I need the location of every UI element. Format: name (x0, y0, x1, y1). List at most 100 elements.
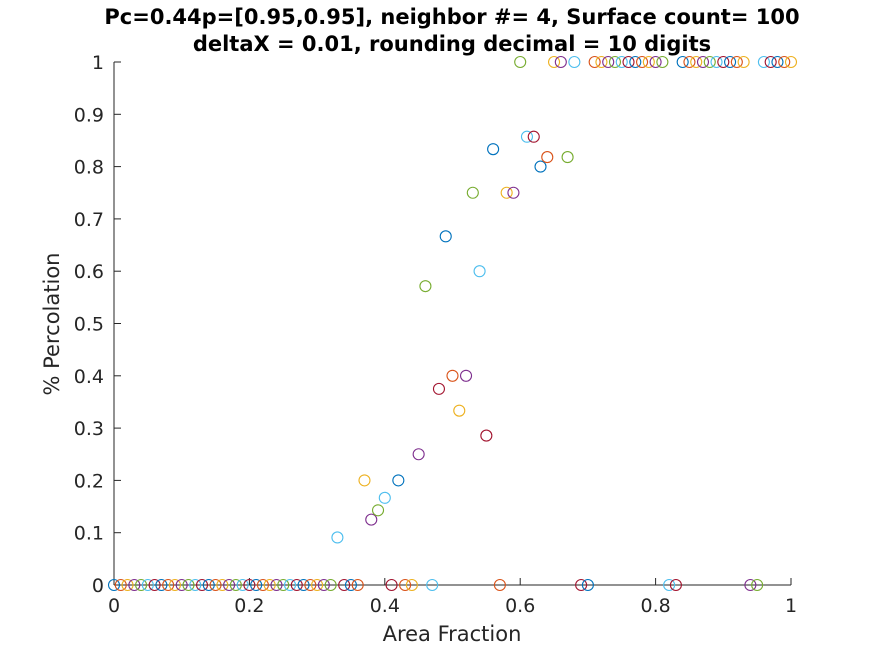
data-point (629, 55, 642, 69)
chart-title-line-1: Pc=0.44p=[0.95,0.95], neighbor #= 4, Sur… (104, 5, 799, 29)
data-point (534, 160, 547, 173)
data-point (419, 280, 432, 293)
plot-axes (113, 62, 791, 586)
data-point (466, 186, 479, 199)
data-point (480, 429, 493, 442)
y-tick-label: 0.4 (74, 366, 104, 388)
data-point (432, 382, 446, 395)
data-point (778, 55, 791, 69)
data-point (392, 474, 405, 487)
data-point (663, 578, 676, 592)
data-point (730, 55, 743, 69)
data-point (751, 578, 764, 592)
y-tick-label: 0 (92, 575, 104, 597)
data-point (520, 130, 534, 143)
data-point (168, 578, 181, 592)
data-point (175, 578, 188, 592)
data-point (243, 578, 256, 592)
data-point (189, 578, 202, 592)
data-point (487, 143, 500, 156)
data-point (473, 265, 486, 278)
data-point (636, 55, 649, 69)
data-point (446, 369, 459, 382)
data-point (710, 55, 723, 69)
data-point (405, 578, 418, 592)
data-point (703, 55, 716, 69)
data-point (344, 578, 358, 592)
data-point (575, 578, 588, 592)
data-point (311, 578, 324, 592)
data-point (744, 578, 757, 592)
data-point (223, 578, 236, 592)
data-point (426, 578, 439, 592)
x-tick-label: 0.4 (370, 595, 400, 617)
data-point (554, 55, 567, 69)
x-tick-label: 0.6 (505, 595, 535, 617)
data-point (338, 578, 351, 592)
y-tick-label: 0.6 (74, 261, 104, 283)
data-point (351, 578, 364, 592)
data-point (493, 578, 506, 592)
data-point (500, 186, 513, 199)
data-point (541, 151, 554, 164)
data-point (229, 578, 242, 592)
x-tick-label: 0.8 (640, 595, 670, 617)
data-point (399, 578, 412, 592)
data-point (771, 55, 784, 69)
data-point (148, 578, 161, 592)
y-tick-label: 0.8 (74, 157, 104, 179)
data-point (561, 151, 574, 164)
y-tick-label: 0.5 (74, 314, 104, 336)
data-point (128, 578, 141, 592)
data-point (547, 55, 561, 69)
data-point (683, 55, 696, 69)
data-point (615, 55, 628, 69)
data-point (135, 578, 148, 592)
data-point (236, 578, 249, 592)
tick-group: 0 0.2 0.4 0.6 0.8 1 0 0.1 0.2 0.3 0.4 0.5 0.6 0.7 0.8 0… (74, 52, 797, 617)
data-point (209, 578, 222, 592)
data-point (764, 55, 777, 69)
data-point (602, 55, 615, 69)
data-point (277, 578, 290, 592)
data-point (283, 578, 297, 592)
data-point (365, 513, 378, 526)
data-point (297, 578, 310, 592)
data-point (290, 578, 303, 592)
data-point (331, 531, 344, 544)
data-point (256, 578, 269, 592)
y-tick-label: 0.1 (74, 523, 104, 545)
data-point (202, 578, 215, 592)
data-point (588, 55, 601, 69)
data-point (385, 578, 398, 592)
data-point (412, 448, 425, 461)
data-point (453, 404, 466, 417)
data-point (642, 55, 655, 69)
data-point (195, 578, 209, 592)
data-point (581, 578, 594, 592)
y-tick-label: 1 (92, 52, 104, 74)
data-point (107, 578, 121, 592)
data-point (649, 55, 662, 69)
x-tick-label: 0.2 (234, 595, 264, 617)
data-point (324, 578, 337, 592)
data-point (724, 55, 737, 69)
marker-group (107, 55, 798, 592)
data-point (304, 578, 317, 592)
data-point (459, 369, 473, 382)
data-point (757, 55, 770, 69)
data-point (371, 504, 385, 517)
data-point (568, 55, 581, 69)
data-point (737, 55, 750, 69)
x-axis-label: Area Fraction (383, 622, 522, 646)
data-point (507, 186, 520, 199)
y-tick-label: 0.2 (74, 470, 104, 492)
data-point (250, 578, 263, 592)
data-point (669, 578, 682, 592)
data-point (121, 578, 134, 592)
data-point (676, 55, 689, 69)
data-point (656, 55, 669, 69)
data-point (690, 55, 703, 69)
data-point (595, 55, 608, 69)
